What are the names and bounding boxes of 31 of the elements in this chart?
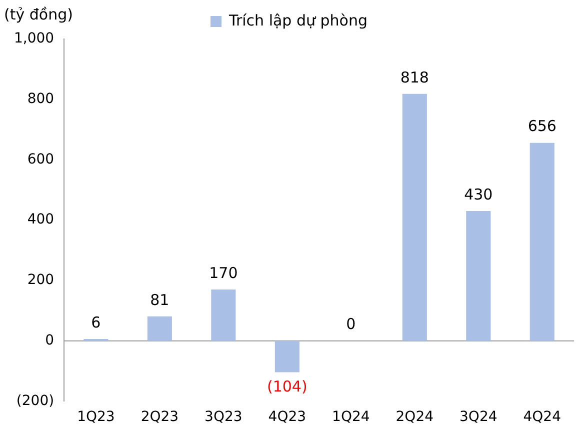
data-label: (104) xyxy=(267,378,308,396)
y-tick-label: 200 xyxy=(27,272,54,288)
data-label: 81 xyxy=(150,290,170,309)
data-label: 6 xyxy=(91,313,101,332)
x-tick-label: 2Q24 xyxy=(396,409,434,426)
legend-label: Trích lập dự phòng xyxy=(228,11,368,30)
x-tick-label: 1Q23 xyxy=(77,409,115,426)
y-axis-title: (tỷ đồng) xyxy=(4,5,73,24)
y-tick-label: 600 xyxy=(27,151,54,168)
bar xyxy=(274,340,300,372)
x-tick-label: 2Q23 xyxy=(140,409,179,426)
y-tick-label: 400 xyxy=(27,212,54,228)
x-tick-label: 4Q23 xyxy=(268,409,306,426)
x-tick-label: 3Q23 xyxy=(204,409,242,426)
bar xyxy=(530,142,554,341)
data-label: 0 xyxy=(346,315,356,334)
data-label: 656 xyxy=(528,117,556,136)
y-tick-label: 1,000 xyxy=(14,30,54,47)
data-label: 430 xyxy=(464,185,493,204)
x-tick-label: 4Q24 xyxy=(523,409,562,426)
y-tick-label: 800 xyxy=(27,91,54,108)
data-label: 818 xyxy=(400,68,429,86)
x-tick-label: 1Q24 xyxy=(332,409,370,426)
bar xyxy=(466,211,491,341)
y-tick-label: (200) xyxy=(16,392,54,409)
x-tick-label: 3Q24 xyxy=(460,409,498,426)
data-label: 170 xyxy=(209,264,238,282)
bar xyxy=(211,290,236,341)
y-tick-label: 0 xyxy=(45,332,54,348)
bar xyxy=(402,94,427,341)
bar xyxy=(147,316,172,341)
